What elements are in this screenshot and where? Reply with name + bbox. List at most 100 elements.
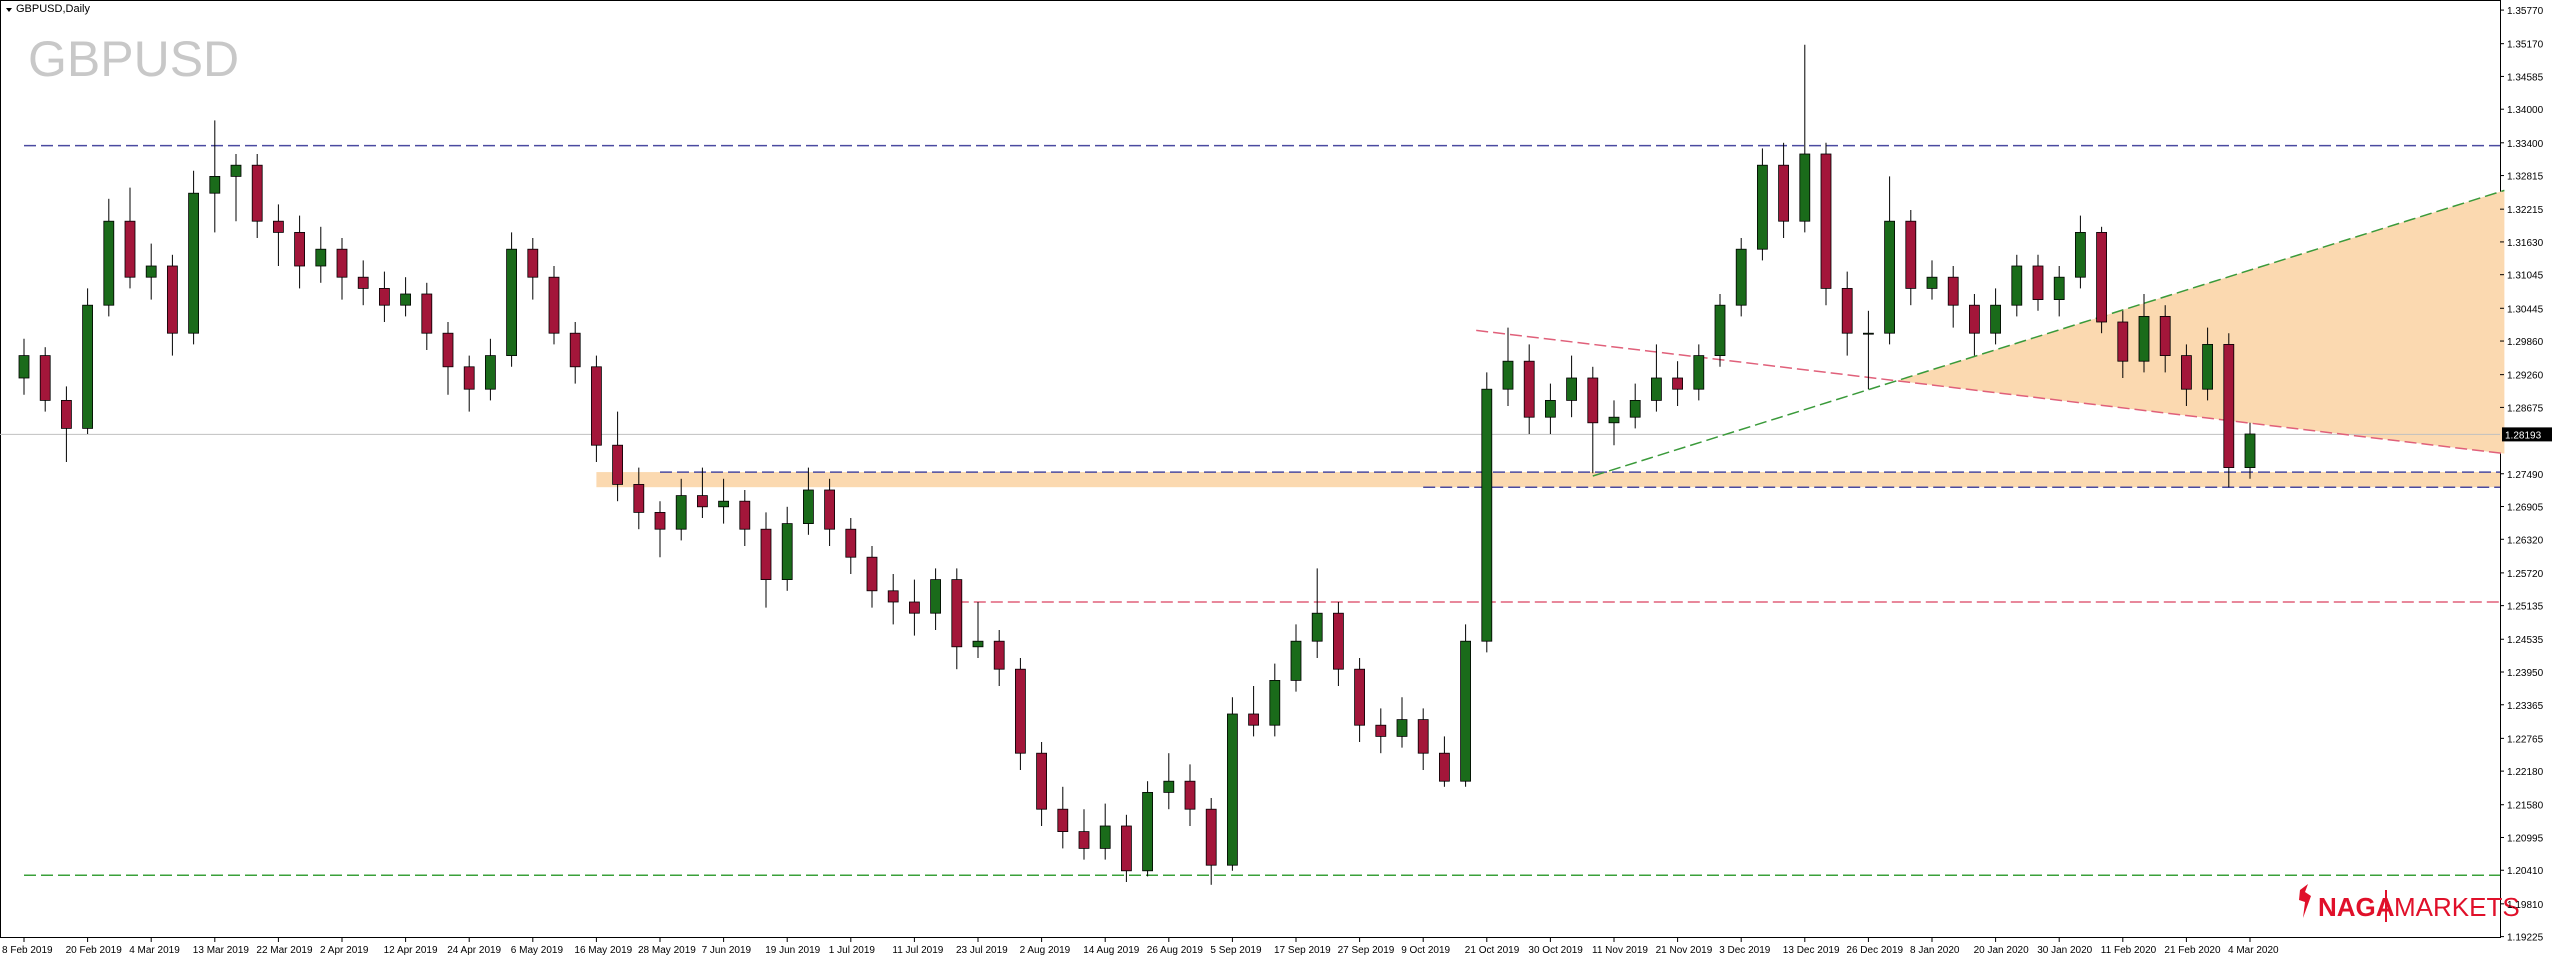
x-tick-label: 14 Aug 2019 — [1083, 945, 1140, 956]
candle-body — [39, 355, 51, 401]
candle-body — [548, 276, 560, 334]
x-tick-label: 2 Apr 2019 — [320, 945, 369, 956]
candle-body — [1672, 377, 1683, 390]
candle-body — [1036, 752, 1047, 810]
candle-body — [951, 579, 963, 648]
candle-body — [209, 175, 221, 194]
y-tick-label: 1.26320 — [2507, 535, 2544, 546]
candle-body — [887, 590, 899, 603]
x-tick-label: 6 May 2019 — [511, 945, 564, 956]
candle-body — [506, 248, 518, 356]
candle-body — [866, 556, 878, 592]
candle-body — [1926, 276, 1938, 289]
candle-body — [972, 640, 984, 648]
logo-brand: NAGA — [2318, 892, 2395, 922]
candle-body — [1417, 719, 1429, 754]
candle-body — [1990, 304, 2001, 334]
candle-body — [803, 489, 814, 524]
candle-body — [188, 192, 200, 334]
candle-body — [1566, 377, 1577, 401]
x-tick-label: 24 Apr 2019 — [447, 945, 501, 956]
candle-body — [463, 366, 475, 390]
candle-body — [1015, 668, 1026, 754]
x-tick-label: 4 Mar 2020 — [2228, 945, 2279, 956]
x-tick-label: 7 Jun 2019 — [702, 945, 752, 956]
candle-body — [1078, 831, 1090, 849]
x-tick-label: 13 Mar 2019 — [193, 945, 250, 956]
candle-body — [1396, 719, 1408, 737]
candle-body — [1947, 276, 1959, 306]
candle-body — [1969, 304, 1980, 334]
x-tick-label: 27 Sep 2019 — [1338, 945, 1395, 956]
candle-body — [1354, 668, 1365, 726]
candle-body — [2159, 315, 2171, 356]
x-tick-label: 30 Oct 2019 — [1528, 945, 1583, 956]
candle-body — [2244, 433, 2256, 468]
x-tick-label: 26 Aug 2019 — [1147, 945, 1204, 956]
y-tick-label: 1.25135 — [2507, 602, 2544, 613]
y-tick-label: 1.29860 — [2507, 337, 2544, 348]
x-tick-label: 21 Nov 2019 — [1656, 945, 1713, 956]
plot-frame — [0, 0, 2501, 938]
y-tick-label: 1.29260 — [2507, 371, 2544, 382]
x-tick-label: 3 Dec 2019 — [1719, 945, 1771, 956]
y-tick-label: 1.32215 — [2507, 205, 2544, 216]
x-tick-label: 11 Feb 2020 — [2101, 945, 2157, 956]
candle-body — [2053, 276, 2065, 301]
x-tick-label: 20 Jan 2020 — [1974, 945, 2029, 956]
candle-body — [569, 332, 581, 368]
candle-body — [1587, 377, 1599, 424]
candle-body — [1778, 164, 1789, 222]
candle-body — [1757, 164, 1768, 250]
candle-body — [61, 399, 72, 429]
candle-body — [1693, 355, 1705, 390]
y-tick-label: 1.24535 — [2507, 635, 2544, 646]
x-tick-label: 19 Jun 2019 — [765, 945, 820, 956]
candle-body — [1841, 287, 1853, 334]
triangle-zone — [1896, 190, 2505, 454]
candle-body — [336, 248, 348, 278]
x-tick-label: 20 Feb 2019 — [66, 945, 123, 956]
candle-body — [1735, 248, 1747, 306]
candle-body — [654, 512, 666, 530]
candle-body — [378, 287, 390, 306]
candle-body — [675, 495, 687, 530]
candle-body — [18, 355, 30, 379]
candle-body — [1269, 680, 1281, 726]
candle-body — [2223, 343, 2235, 468]
candle-body — [1163, 780, 1175, 793]
x-tick-label: 11 Nov 2019 — [1592, 945, 1648, 956]
y-tick-label: 1.35170 — [2507, 40, 2544, 51]
x-tick-label: 21 Feb 2020 — [2164, 945, 2221, 956]
candle-body — [1290, 640, 1302, 681]
y-tick-label: 1.35770 — [2507, 6, 2544, 17]
y-tick-label: 1.22765 — [2507, 734, 2544, 745]
candle-body — [1311, 612, 1323, 642]
candle-body — [930, 579, 941, 614]
candle-body — [824, 489, 835, 530]
candle-body — [1142, 792, 1153, 872]
candle-body — [612, 444, 623, 485]
candle-body — [1439, 752, 1450, 782]
x-tick-label: 16 May 2019 — [574, 945, 632, 956]
candle-body — [1333, 612, 1344, 670]
candle-body — [1799, 153, 1811, 222]
candle-body — [2202, 343, 2214, 390]
candle-body — [357, 276, 369, 289]
x-tick-label: 26 Dec 2019 — [1846, 945, 1903, 956]
candle-body — [1714, 304, 1726, 357]
y-tick-label: 1.31630 — [2507, 238, 2544, 249]
x-tick-label: 5 Sep 2019 — [1210, 945, 1262, 956]
candle-body — [124, 220, 136, 278]
y-tick-label: 1.27490 — [2507, 470, 2544, 481]
candle-body — [315, 248, 327, 267]
candle-body — [442, 332, 454, 368]
trendline — [1476, 329, 2505, 455]
candle-body — [760, 528, 772, 581]
candle-body — [781, 523, 793, 580]
x-tick-label: 28 May 2019 — [638, 945, 696, 956]
support-zone — [596, 472, 2500, 488]
y-tick-label: 1.32815 — [2507, 172, 2544, 183]
y-tick-label: 1.34585 — [2507, 72, 2544, 83]
